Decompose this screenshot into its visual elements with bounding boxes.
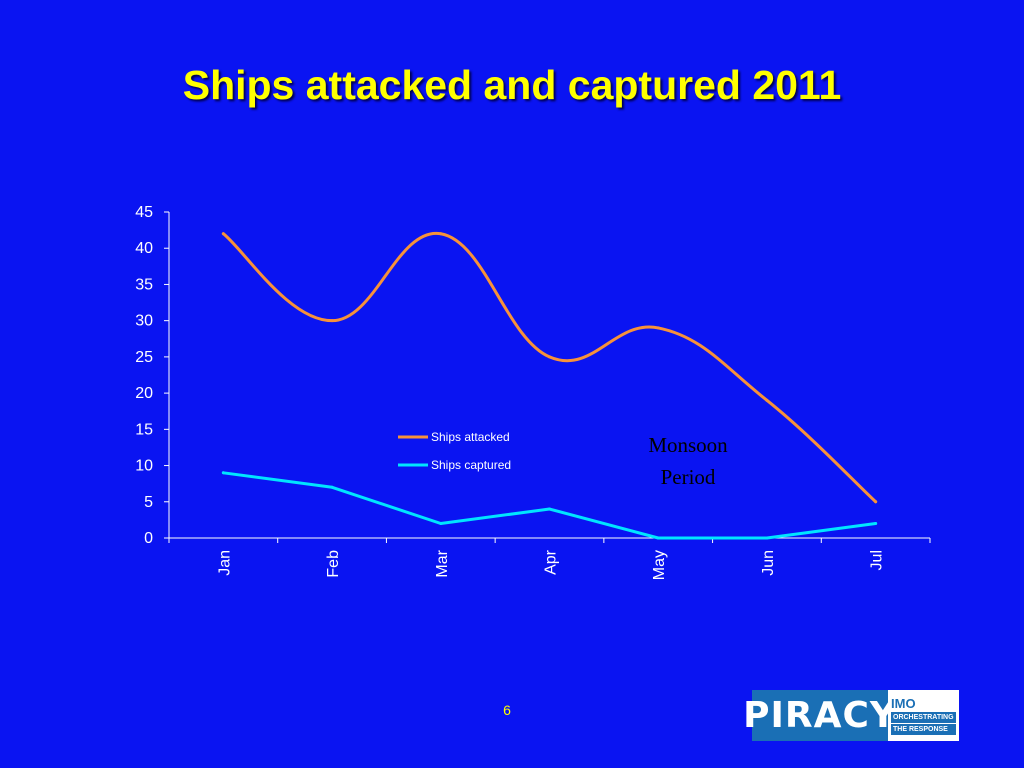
chart-title: Ships attacked and captured 2011 [182, 62, 842, 108]
legend-label-2: Ships captured [431, 458, 511, 472]
x-axis-ticks: Jan Feb Mar Apr May Jun Jul [168, 538, 931, 580]
chart-axes [168, 212, 930, 539]
x-tick-label: Mar [434, 549, 451, 577]
x-tick-label: Jul [869, 550, 886, 570]
y-tick-label: 25 [135, 349, 153, 366]
y-tick-label: 5 [144, 494, 153, 511]
x-tick-label: Apr [543, 549, 560, 575]
series-2-point [548, 507, 551, 511]
x-tick-label: Jan [216, 550, 233, 576]
chart-legend: Ships attacked Ships captured [398, 430, 511, 472]
series-1-point [765, 398, 769, 402]
x-tick-label: Jun [760, 550, 777, 576]
logo-right-panel: IMO ORCHESTRATING THE RESPONSE [888, 690, 959, 741]
logo-org: IMO [891, 695, 916, 711]
chart-series [221, 232, 878, 540]
monsoon-annotation: Monsoon Period [648, 433, 728, 489]
series-2-point [330, 485, 334, 489]
legend-label-1: Ships attacked [431, 430, 510, 444]
y-tick-label: 0 [144, 530, 153, 547]
annotation-line-1: Monsoon [648, 433, 728, 457]
y-axis-ticks: 0 5 10 15 20 25 30 35 40 45 [135, 204, 169, 547]
series-2-point [874, 522, 878, 526]
x-tick-label: Feb [325, 550, 342, 578]
series-2-point [765, 536, 769, 540]
series-1-point [548, 355, 551, 359]
series-1-point [874, 500, 878, 504]
y-tick-label: 45 [135, 204, 153, 221]
y-tick-label: 10 [135, 458, 153, 475]
series-1-point [656, 326, 660, 330]
y-tick-label: 15 [135, 421, 153, 438]
annotation-line-2: Period [661, 465, 716, 489]
series-line-2 [221, 471, 878, 540]
series-line-1 [221, 232, 878, 504]
logo-tagline-1: ORCHESTRATING [891, 711, 956, 723]
y-tick-label: 40 [135, 240, 153, 257]
piracy-logo: PIRACY IMO ORCHESTRATING THE RESPONSE [743, 690, 959, 741]
series-2-point [656, 536, 660, 540]
series-1-point [439, 232, 443, 236]
logo-main-text: PIRACY [743, 690, 896, 741]
y-tick-label: 35 [135, 276, 153, 293]
series-1-point [330, 319, 334, 323]
y-tick-label: 20 [135, 385, 153, 402]
series-1-point [221, 232, 225, 236]
series-2-point [221, 471, 225, 475]
page-number: 6 [503, 702, 511, 718]
x-tick-label: May [651, 550, 668, 580]
series-2-point [439, 522, 443, 526]
logo-tagline-2: THE RESPONSE [891, 723, 956, 735]
y-tick-label: 30 [135, 313, 153, 330]
